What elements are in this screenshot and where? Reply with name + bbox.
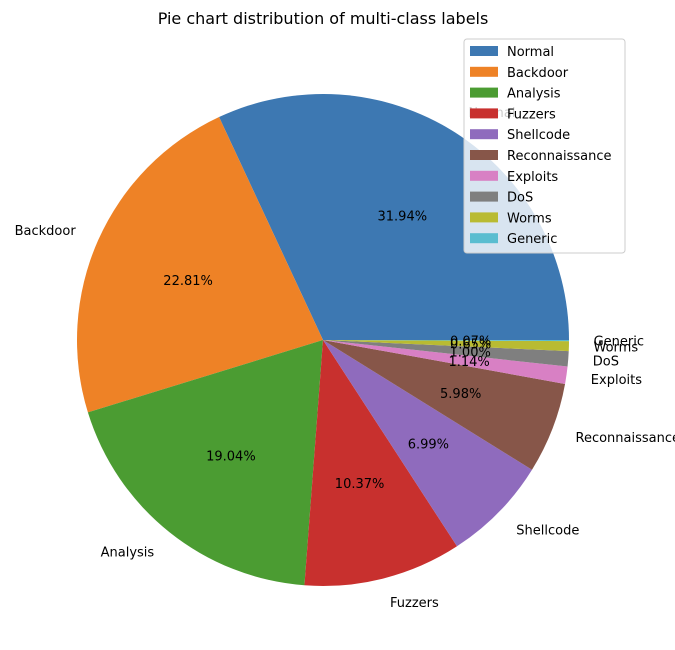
- legend-label-exploits: Exploits: [507, 170, 558, 185]
- legend-swatch-generic: [470, 233, 498, 244]
- legend-swatch-exploits: [470, 170, 498, 181]
- pie-slice-fuzzers: [304, 340, 457, 587]
- slice-label-dos: DoS: [593, 355, 619, 370]
- legend-label-fuzzers: Fuzzers: [507, 107, 556, 122]
- slice-label-analysis: Analysis: [101, 546, 155, 561]
- pie-slice-worms: [323, 340, 569, 352]
- pie-slice-analysis: [87, 340, 324, 586]
- slice-label-exploits: Exploits: [591, 373, 642, 388]
- legend-label-normal: Normal: [507, 45, 554, 60]
- legend-swatch-reconnaissance: [470, 150, 498, 160]
- legend-frame: [463, 38, 626, 254]
- percent-label-exploits: 1.14%: [448, 355, 489, 370]
- slice-label-backdoor: Backdoor: [15, 224, 77, 239]
- slice-label-fuzzers: Fuzzers: [390, 596, 439, 611]
- legend-swatch-shellcode: [470, 129, 498, 140]
- pie-slice-dos: [323, 340, 569, 367]
- percent-label-worms: 0.65%: [450, 338, 491, 353]
- percent-label-shellcode: 6.99%: [408, 437, 449, 452]
- legend-label-generic: Generic: [507, 232, 557, 247]
- chart-title: Pie chart distribution of multi-class la…: [158, 9, 489, 28]
- legend-swatch-dos: [470, 191, 498, 202]
- percent-label-analysis: 19.04%: [206, 449, 256, 464]
- pie-slice-reconnaissance: [323, 340, 566, 470]
- slice-label-generic: Generic: [594, 335, 644, 350]
- legend-label-reconnaissance: Reconnaissance: [507, 149, 612, 164]
- legend-swatch-fuzzers: [470, 108, 498, 119]
- pie-slice-generic: [323, 340, 570, 342]
- percent-label-dos: 1.00%: [450, 345, 491, 360]
- pie-slice-shellcode: [323, 340, 533, 547]
- legend: Normal Backdoor Analysis Fuzzers Shellcode Re…: [463, 38, 626, 254]
- legend-swatch-analysis: [470, 87, 498, 98]
- legend-label-dos: DoS: [507, 191, 533, 206]
- percent-label-normal: 31.94%: [378, 210, 428, 225]
- pie-slice-backdoor: [77, 117, 323, 413]
- percent-label-fuzzers: 10.37%: [335, 477, 385, 492]
- percent-labels: 31.94% 22.81% 19.04% 10.37% 6.99% 5.98% 1.14%1…: [163, 210, 491, 493]
- slice-label-reconnaissance: Reconnaissance: [576, 431, 675, 446]
- legend-label-analysis: Analysis: [507, 87, 561, 102]
- slice-label-worms: Worms: [594, 341, 639, 356]
- legend-swatch-backdoor: [470, 66, 498, 77]
- legend-label-backdoor: Backdoor: [507, 66, 569, 81]
- legend-swatch-worms: [470, 212, 498, 223]
- pie-slice-exploits: [323, 340, 568, 384]
- legend-label-shellcode: Shellcode: [507, 128, 570, 143]
- percent-label-backdoor: 22.81%: [163, 274, 213, 289]
- legend-label-worms: Worms: [507, 211, 552, 226]
- percent-label-generic: 0.07%: [450, 334, 491, 349]
- percent-label-reconnaissance: 5.98%: [440, 387, 481, 402]
- legend-swatch-normal: [470, 46, 498, 56]
- slice-label-shellcode: Shellcode: [516, 523, 579, 538]
